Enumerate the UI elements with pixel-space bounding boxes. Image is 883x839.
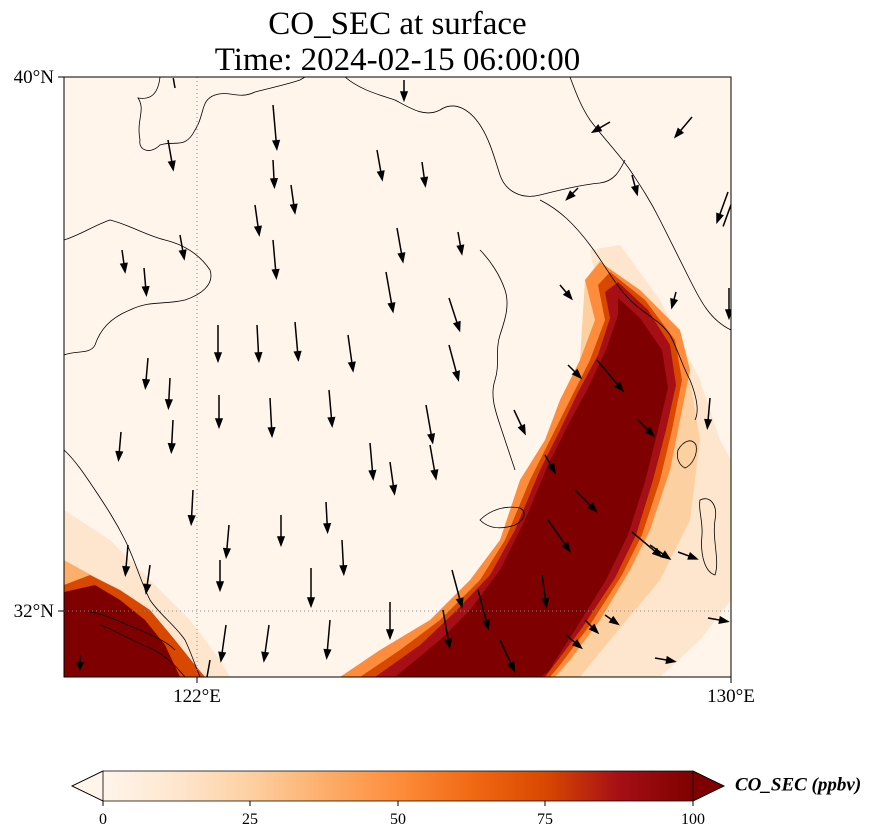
colorbar-extend-max (692, 770, 725, 802)
colorbar: 0 25 50 75 100 CO_SEC (ppbv) (71, 770, 861, 828)
map-frame (63, 76, 732, 678)
map-title: CO_SEC at surface (268, 6, 527, 42)
colorbar-tick-75: 75 (537, 811, 553, 828)
lat-tick-40: 40°N (14, 67, 55, 88)
colorbar-gradient (103, 771, 693, 801)
gridlines (64, 77, 731, 677)
colorbar-extend-min (71, 770, 104, 802)
coastlines (64, 77, 731, 677)
map-subtitle-time: Time: 2024-02-15 06:00:00 (214, 42, 581, 78)
colorbar-tick-25: 25 (242, 811, 258, 828)
colorbar-tick-50: 50 (390, 811, 406, 828)
lat-tick-32: 32°N (14, 601, 55, 622)
lon-tick-122: 122°E (173, 686, 221, 707)
wind-vectors (75, 78, 731, 677)
axis-ticks (58, 76, 732, 683)
colorbar-ticks (102, 801, 694, 806)
lon-tick-130: 130°E (707, 686, 755, 707)
co-field-southwest (64, 575, 205, 677)
colorbar-title: CO_SEC (ppbv) (735, 774, 861, 795)
colorbar-tick-100: 100 (681, 811, 705, 828)
map-panel (64, 77, 731, 677)
colorbar-tick-0: 0 (99, 811, 107, 828)
